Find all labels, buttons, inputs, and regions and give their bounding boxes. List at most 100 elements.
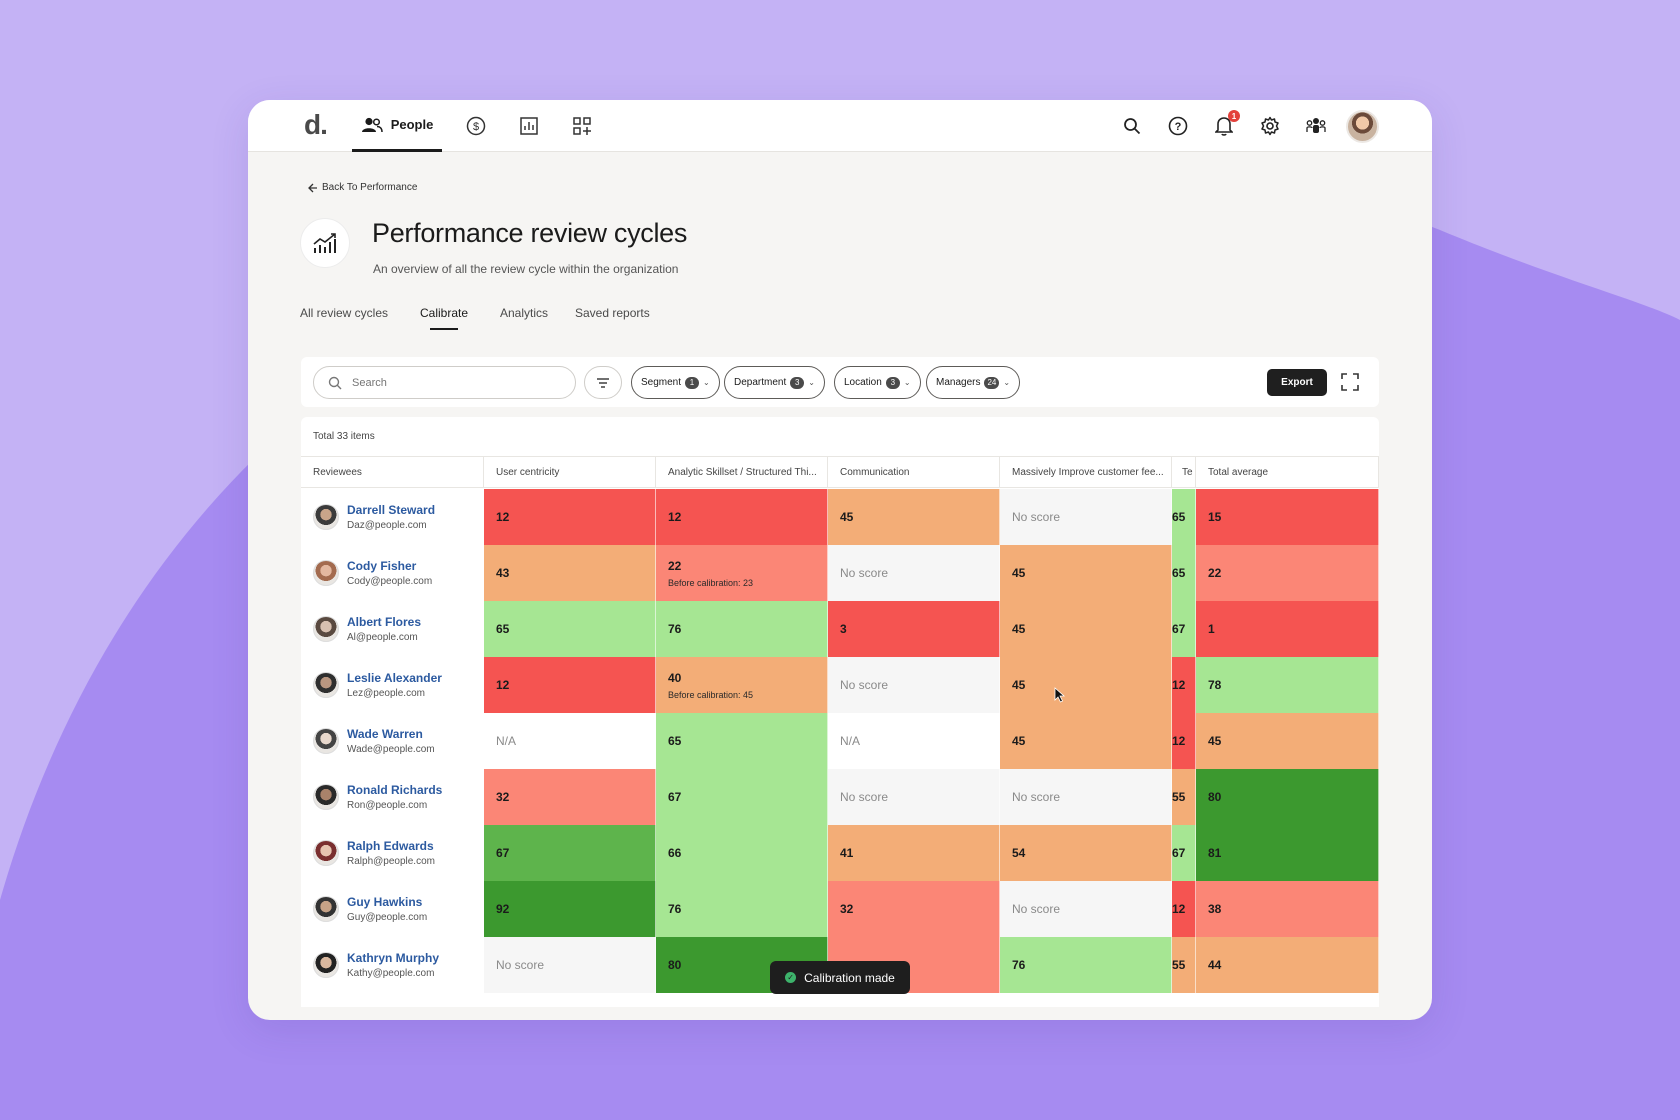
score-cell[interactable]: 67	[656, 769, 828, 825]
reviewee-name[interactable]: Kathryn Murphy	[347, 951, 440, 965]
column-header[interactable]: User centricity	[484, 457, 656, 488]
reviewee-cell[interactable]: Darrell Steward Daz@people.com	[301, 489, 497, 545]
reviewee-name[interactable]: Guy Hawkins	[347, 895, 423, 909]
column-header[interactable]: Communication	[828, 457, 1000, 488]
reviewee-cell[interactable]: Albert Flores Al@people.com	[301, 601, 497, 657]
help-button[interactable]: ?	[1166, 114, 1190, 138]
column-header[interactable]: Massively Improve customer fee...	[1000, 457, 1172, 488]
score-cell[interactable]: 67	[484, 825, 656, 881]
score-cell[interactable]: 55	[1172, 937, 1196, 993]
column-header[interactable]: Analytic Skillset / Structured Thi...	[656, 457, 828, 488]
score-cell[interactable]: 65	[1172, 489, 1196, 545]
reviewee-name[interactable]: Albert Flores	[347, 615, 422, 629]
column-header[interactable]: Total average	[1196, 457, 1379, 488]
reviewee-name[interactable]: Cody Fisher	[347, 559, 417, 573]
score-cell[interactable]: 67	[1172, 601, 1196, 657]
score-cell[interactable]: 45	[828, 489, 1000, 545]
search-button[interactable]	[1120, 114, 1144, 138]
segment-filter-chip[interactable]: Segment 1 ⌄	[631, 366, 720, 399]
score-cell[interactable]: 12	[1172, 713, 1196, 769]
tab-analytics[interactable]: Analytics	[500, 306, 549, 320]
score-cell[interactable]: 32	[828, 881, 1000, 937]
tab-saved-reports[interactable]: Saved reports	[575, 306, 650, 320]
reviewee-cell[interactable]: Wade Warren Wade@people.com	[301, 713, 497, 769]
score-cell[interactable]: 80	[1196, 769, 1379, 825]
app-logo[interactable]: d.	[304, 109, 328, 140]
search-input[interactable]	[352, 376, 552, 389]
nav-apps[interactable]	[570, 114, 594, 138]
score-cell[interactable]: 12	[1172, 881, 1196, 937]
score-cell[interactable]: 54	[1000, 825, 1172, 881]
score-cell[interactable]: 3	[828, 601, 1000, 657]
team-button[interactable]	[1304, 114, 1328, 138]
table-row[interactable]: Ralph Edwards Ralph@people.com 67 66 41 54 67 8…	[301, 825, 1379, 881]
table-row[interactable]: Ronald Richards Ron@people.com 32 67 No scor…	[301, 769, 1379, 825]
reviewee-cell[interactable]: Ronald Richards Ron@people.com	[301, 769, 497, 825]
reviewee-cell[interactable]: Guy Hawkins Guy@people.com	[301, 881, 497, 937]
score-cell[interactable]: 12	[656, 489, 828, 545]
table-row[interactable]: Leslie Alexander Lez@people.com 12 40 Before…	[301, 657, 1379, 713]
score-cell[interactable]: 67	[1172, 825, 1196, 881]
nav-reports[interactable]	[517, 114, 541, 138]
filter-button[interactable]	[584, 366, 622, 399]
score-cell[interactable]: 65	[484, 601, 656, 657]
tab-calibrate[interactable]: Calibrate	[420, 306, 469, 330]
score-cell[interactable]: 78	[1196, 657, 1379, 713]
score-cell[interactable]: No score	[1000, 881, 1172, 937]
score-cell[interactable]: 41	[828, 825, 1000, 881]
score-cell[interactable]: 12	[484, 657, 656, 713]
table-row[interactable]: Wade Warren Wade@people.com N/A 65 N/A 45 12 45	[301, 713, 1379, 769]
score-cell[interactable]: 38	[1196, 881, 1379, 937]
table-row[interactable]: Cody Fisher Cody@people.com 43 22 Before cal…	[301, 545, 1379, 601]
score-cell[interactable]: No score	[828, 545, 1000, 601]
reviewee-name[interactable]: Leslie Alexander	[347, 671, 442, 685]
reviewee-cell[interactable]: Cody Fisher Cody@people.com	[301, 545, 497, 601]
score-cell[interactable]: 12	[484, 489, 656, 545]
score-cell[interactable]: 65	[656, 713, 828, 769]
score-cell[interactable]: N/A	[828, 713, 1000, 769]
score-cell[interactable]: 45	[1196, 713, 1379, 769]
tab-all-review-cycles[interactable]: All review cycles	[300, 306, 389, 320]
managers-filter-chip[interactable]: Managers 24 ⌄	[926, 366, 1021, 399]
score-cell[interactable]: No score	[1000, 489, 1172, 545]
location-filter-chip[interactable]: Location 3 ⌄	[834, 366, 921, 399]
reviewee-cell[interactable]: Ralph Edwards Ralph@people.com	[301, 825, 497, 881]
score-cell[interactable]: No score	[484, 937, 656, 993]
score-cell[interactable]: 44	[1196, 937, 1379, 993]
score-cell[interactable]: 92	[484, 881, 656, 937]
score-cell[interactable]: 65	[1172, 545, 1196, 601]
score-cell[interactable]: 12	[1172, 657, 1196, 713]
nav-payroll[interactable]: $	[464, 114, 488, 138]
settings-button[interactable]	[1258, 114, 1282, 138]
export-button[interactable]: Export	[1267, 369, 1327, 396]
nav-people-tab[interactable]: People	[352, 100, 442, 152]
score-cell[interactable]: N/A	[484, 713, 656, 769]
score-cell[interactable]: 45	[1000, 601, 1172, 657]
score-cell[interactable]: 55	[1172, 769, 1196, 825]
score-cell[interactable]: 45	[1000, 713, 1172, 769]
column-header[interactable]: Reviewees	[301, 457, 484, 488]
notifications-button[interactable]: 1	[1212, 110, 1240, 138]
user-avatar[interactable]	[1346, 110, 1379, 143]
reviewee-name[interactable]: Wade Warren	[347, 727, 423, 741]
score-cell[interactable]: 81	[1196, 825, 1379, 881]
score-cell[interactable]: No score	[828, 657, 1000, 713]
score-cell[interactable]: 22	[1196, 545, 1379, 601]
reviewee-cell[interactable]: Leslie Alexander Lez@people.com	[301, 657, 497, 713]
table-row[interactable]: Darrell Steward Daz@people.com 12 12 45 No sc…	[301, 489, 1379, 545]
score-cell[interactable]: 15	[1196, 489, 1379, 545]
column-header[interactable]: Te	[1172, 457, 1196, 488]
table-row[interactable]: Albert Flores Al@people.com 65 76 3 45 67 1	[301, 601, 1379, 657]
reviewee-cell[interactable]: Kathryn Murphy Kathy@people.com	[301, 937, 497, 993]
search-box[interactable]	[313, 366, 576, 399]
score-cell[interactable]: 45	[1000, 657, 1172, 713]
score-cell[interactable]: 32	[484, 769, 656, 825]
score-cell[interactable]: 40 Before calibration: 45	[656, 657, 828, 713]
score-cell[interactable]: 45	[1000, 545, 1172, 601]
reviewee-name[interactable]: Ralph Edwards	[347, 839, 434, 853]
department-filter-chip[interactable]: Department 3 ⌄	[724, 366, 825, 399]
score-cell[interactable]: 66	[656, 825, 828, 881]
table-row[interactable]: Guy Hawkins Guy@people.com 92 76 32 No score 1…	[301, 881, 1379, 937]
score-cell[interactable]: 1	[1196, 601, 1379, 657]
score-cell[interactable]: 76	[656, 601, 828, 657]
